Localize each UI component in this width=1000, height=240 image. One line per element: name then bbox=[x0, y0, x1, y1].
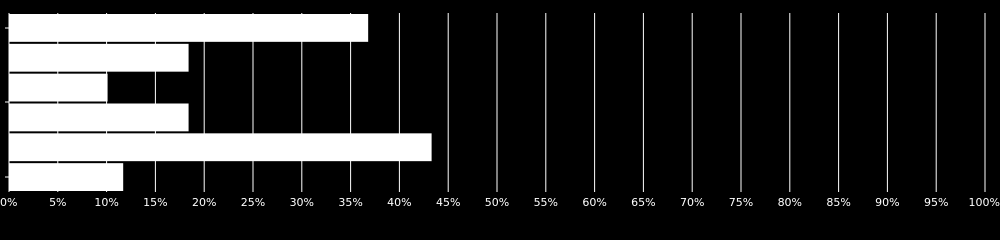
x-tick-label: 90% bbox=[875, 196, 899, 209]
chart: 0% 5% 10% 15% 20% 25% 30% 35% 40% 45% 50% 55% 60% 65%… bbox=[0, 13, 1000, 209]
x-tick-label: 5% bbox=[49, 196, 66, 209]
x-tick-label: 50% bbox=[485, 196, 509, 209]
x-tick-label: 55% bbox=[534, 196, 558, 209]
bar bbox=[9, 43, 189, 72]
page: {"chart_data": {"type": "bar", "orientat… bbox=[0, 13, 1000, 209]
bar bbox=[9, 163, 124, 191]
bar bbox=[9, 133, 432, 162]
x-tick-label: 85% bbox=[826, 196, 850, 209]
x-tick-label: 80% bbox=[778, 196, 802, 209]
x-tick-label: 0% bbox=[0, 196, 17, 209]
x-tick-label: 65% bbox=[631, 196, 655, 209]
x-tick-label: 75% bbox=[729, 196, 753, 209]
x-tick-label: 100% bbox=[969, 196, 1000, 209]
x-tick-label: 95% bbox=[924, 196, 948, 209]
bar bbox=[9, 14, 369, 42]
x-tick-label: 20% bbox=[192, 196, 216, 209]
x-tick-label: 25% bbox=[241, 196, 265, 209]
x-tick-label: 30% bbox=[290, 196, 314, 209]
x-tick-label: 10% bbox=[94, 196, 118, 209]
x-tick-label: 45% bbox=[436, 196, 460, 209]
x-tick-label: 15% bbox=[143, 196, 167, 209]
x-tick-label: 70% bbox=[680, 196, 704, 209]
x-tick-label: 60% bbox=[582, 196, 606, 209]
x-tick-label: 40% bbox=[387, 196, 411, 209]
x-tick-label: 35% bbox=[338, 196, 362, 209]
bar bbox=[9, 73, 108, 102]
bar bbox=[9, 103, 189, 132]
